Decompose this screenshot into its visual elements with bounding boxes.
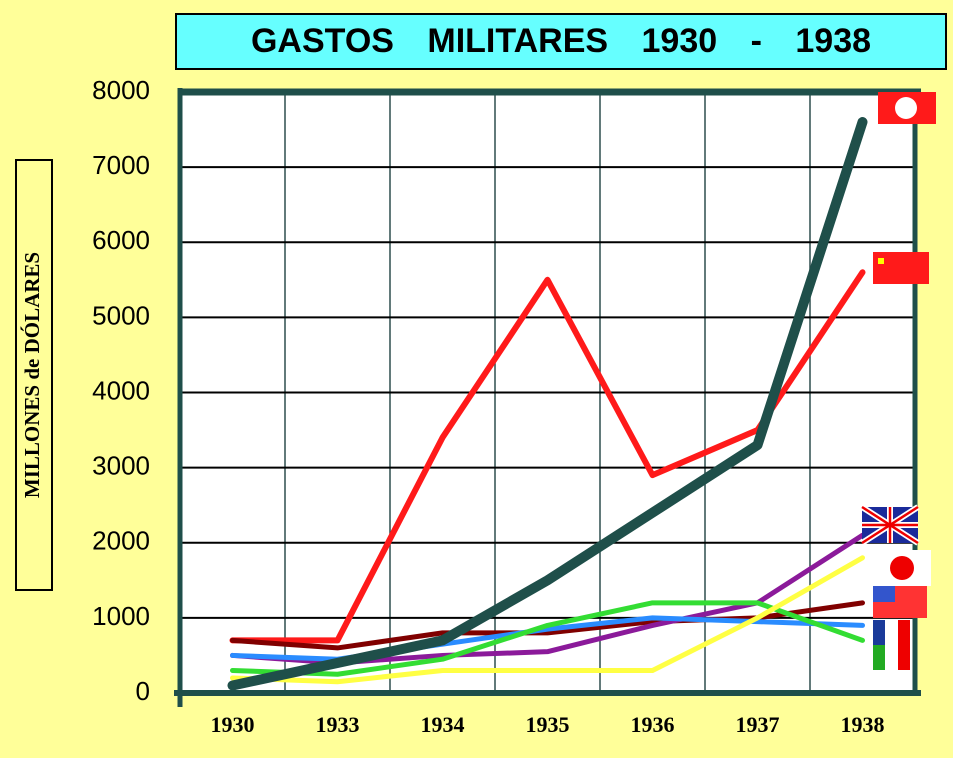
y-tick-label: 5000 <box>92 300 150 330</box>
flags <box>860 92 936 670</box>
flag <box>898 620 910 670</box>
y-tick-label: 6000 <box>92 225 150 255</box>
y-tick-label: 7000 <box>92 150 150 180</box>
x-tick-label: 1936 <box>631 712 675 737</box>
y-label-box <box>15 159 53 591</box>
y-tick-label: 4000 <box>92 375 150 405</box>
x-tick-label: 1935 <box>526 712 570 737</box>
title-box <box>175 13 947 70</box>
x-tick-label: 1930 <box>211 712 255 737</box>
series-line <box>227 117 868 691</box>
flag-emblem <box>895 97 917 119</box>
x-tick-label: 1938 <box>841 712 885 737</box>
x-tick-label: 1934 <box>421 712 465 737</box>
y-tick-label: 8000 <box>92 75 150 105</box>
chart-title: GASTOS MILITARES 1930 - 1938 <box>251 22 871 60</box>
y-tick-label: 1000 <box>92 601 150 631</box>
flag-emblem <box>878 258 884 264</box>
y-tick-label: 2000 <box>92 526 150 556</box>
flag <box>873 645 885 670</box>
flag <box>873 252 929 284</box>
y-axis-label: MILLONES de DÓLARES <box>20 252 44 498</box>
x-tick-label: 1937 <box>736 712 780 737</box>
series-line <box>230 600 865 677</box>
flag-emblem <box>890 556 914 580</box>
y-tick-label: 3000 <box>92 451 150 481</box>
series-line <box>230 555 865 685</box>
flag-canton <box>873 586 895 602</box>
flag-cross <box>861 505 919 545</box>
y-tick-label: 0 <box>136 676 150 706</box>
x-tick-label: 1933 <box>316 712 360 737</box>
